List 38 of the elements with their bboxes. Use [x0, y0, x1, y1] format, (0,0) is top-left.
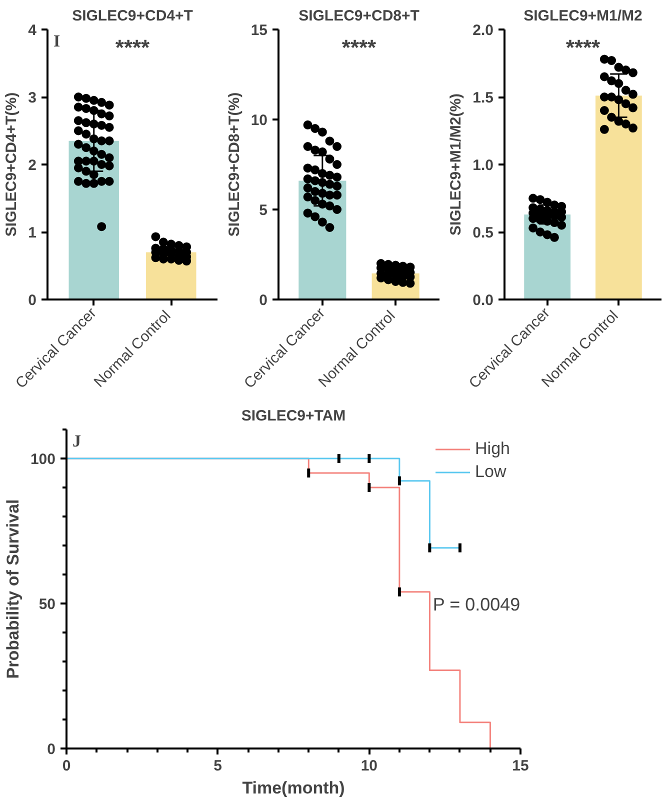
x-tick-label: 15: [512, 758, 529, 774]
y-axis-title: SIGLEC9+CD4+T(%): [3, 92, 20, 237]
y-tick-label: 1: [28, 224, 36, 242]
y-tick-label: 0: [259, 292, 268, 309]
y-tick-label: 2.0: [472, 22, 494, 39]
annotation: ****: [566, 34, 601, 60]
y-tick-label: 0: [28, 292, 36, 309]
legend-label: High: [475, 439, 510, 459]
y-tick-label: 1.5: [472, 90, 494, 106]
chart-title: SIGLEC9+M1/M2: [524, 8, 642, 24]
x-tick-label: 5: [214, 758, 222, 774]
y-tick-label: 50: [38, 596, 56, 613]
x-axis-title: Time(month): [242, 778, 345, 798]
y-tick-label: 100: [30, 451, 56, 468]
chart-title: SIGLEC9+TAM: [241, 408, 346, 424]
y-tick-label: 0.0: [472, 292, 494, 309]
x-tick-label: 10: [360, 758, 378, 774]
x-tick-label: 0: [62, 758, 71, 774]
y-axis-title: SIGLEC9+M1/M2(%): [448, 93, 465, 236]
legend-label: Low: [475, 462, 506, 482]
y-axis-title: Probability of Survival: [3, 499, 22, 679]
annotation: ****: [342, 34, 377, 60]
y-tick-label: 1.0: [472, 157, 494, 174]
y-tick-label: 10: [250, 112, 268, 129]
y-tick-label: 2: [28, 157, 36, 174]
y-axis-title: SIGLEC9+CD8+T(%): [226, 92, 243, 237]
annotation: I: [54, 32, 60, 50]
annotation: J: [72, 432, 82, 450]
y-tick-label: 5: [259, 202, 268, 219]
y-tick-label: 3: [28, 90, 36, 106]
chart-title: SIGLEC9+CD8+T: [298, 8, 420, 24]
y-tick-label: 0: [47, 741, 56, 758]
chart-title: SIGLEC9+CD4+T: [72, 8, 193, 24]
annotation: P = 0.0049: [432, 594, 520, 615]
y-tick-label: 15: [250, 22, 268, 39]
y-tick-label: 0.5: [472, 224, 494, 242]
annotation: ****: [115, 34, 150, 60]
y-tick-label: 4: [28, 22, 38, 39]
